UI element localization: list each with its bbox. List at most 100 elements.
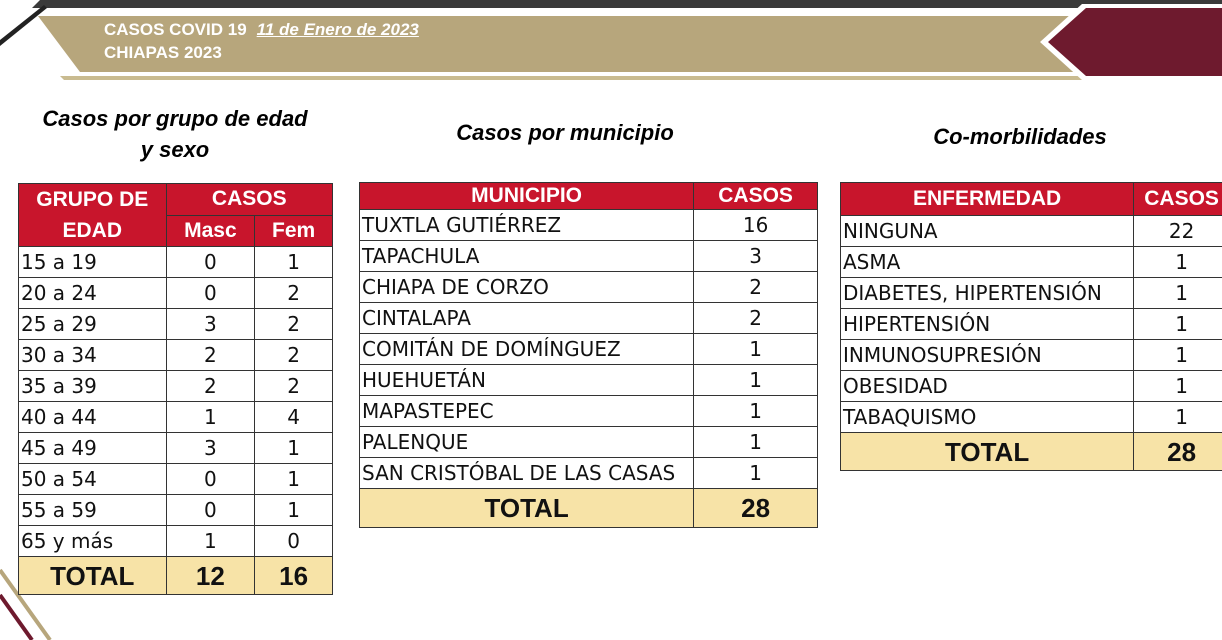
comorb-cases-header: CASOS bbox=[1133, 182, 1222, 216]
age-row-group: 20 a 24 bbox=[18, 277, 167, 309]
age-total-fem: 16 bbox=[254, 556, 333, 595]
comorb-row-name: OBESIDAD bbox=[839, 370, 1135, 402]
municipio-row: HUEHUETÁN 1 bbox=[358, 364, 818, 396]
age-row-masc: 3 bbox=[165, 432, 256, 464]
age-row: 40 a 44 1 4 bbox=[18, 401, 333, 433]
comorb-total-label: TOTAL bbox=[839, 432, 1135, 471]
municipio-row-cases: 1 bbox=[693, 426, 818, 458]
age-row-fem: 0 bbox=[254, 525, 333, 557]
age-row-masc: 0 bbox=[165, 277, 256, 309]
age-total-masc: 12 bbox=[165, 556, 256, 595]
comorb-row: INMUNOSUPRESIÓN 1 bbox=[839, 339, 1222, 371]
age-row-group: 45 a 49 bbox=[18, 432, 167, 464]
comorb-row-name: NINGUNA bbox=[839, 215, 1135, 247]
header-banner bbox=[0, 0, 1222, 80]
age-row-group: 25 a 29 bbox=[18, 308, 167, 340]
age-sex-table: GRUPO DE EDAD CASOS Masc Fem 15 a 19 0 1 20… bbox=[18, 183, 334, 595]
municipio-row-name: HUEHUETÁN bbox=[358, 364, 695, 396]
age-row: 35 a 39 2 2 bbox=[18, 370, 333, 402]
municipio-row-cases: 3 bbox=[693, 240, 818, 272]
municipio-row-name: TAPACHULA bbox=[358, 240, 695, 272]
comorb-row: NINGUNA 22 bbox=[839, 215, 1222, 247]
municipio-cases-header: CASOS bbox=[693, 182, 818, 210]
header-title: CASOS COVID 19 bbox=[104, 20, 247, 39]
municipio-row: TAPACHULA 3 bbox=[358, 240, 818, 272]
age-row-group: 40 a 44 bbox=[18, 401, 167, 433]
municipio-row-name: TUXTLA GUTIÉRREZ bbox=[358, 209, 695, 241]
age-row-group: 50 a 54 bbox=[18, 463, 167, 495]
age-row: 20 a 24 0 2 bbox=[18, 277, 333, 309]
municipio-row-name: COMITÁN DE DOMÍNGUEZ bbox=[358, 333, 695, 365]
age-row: 30 a 34 2 2 bbox=[18, 339, 333, 371]
municipio-row: CHIAPA DE CORZO 2 bbox=[358, 271, 818, 303]
municipio-table: MUNICIPIO CASOS TUXTLA GUTIÉRREZ 16 TAPACH… bbox=[358, 182, 818, 528]
age-row: 45 a 49 3 1 bbox=[18, 432, 333, 464]
age-row: 65 y más 1 0 bbox=[18, 525, 333, 557]
municipio-row-name: MAPASTEPEC bbox=[358, 395, 695, 427]
comorb-row: ASMA 1 bbox=[839, 246, 1222, 278]
comorb-row-name: DIABETES, HIPERTENSIÓN bbox=[839, 277, 1135, 309]
comorb-row-cases: 1 bbox=[1133, 339, 1222, 371]
municipio-row: COMITÁN DE DOMÍNGUEZ 1 bbox=[358, 333, 818, 365]
age-fem-header: Fem bbox=[254, 214, 333, 247]
age-row-masc: 0 bbox=[165, 463, 256, 495]
header-title-block: CASOS COVID 19 11 de Enero de 2023 CHIAPA… bbox=[104, 18, 419, 64]
comorb-row: DIABETES, HIPERTENSIÓN 1 bbox=[839, 277, 1222, 309]
municipio-row: MAPASTEPEC 1 bbox=[358, 395, 818, 427]
age-row-masc: 2 bbox=[165, 339, 256, 371]
comorb-row-name: ASMA bbox=[839, 246, 1135, 278]
municipio-row-name: CINTALAPA bbox=[358, 302, 695, 334]
comorb-row-cases: 1 bbox=[1133, 370, 1222, 402]
comorb-row-name: HIPERTENSIÓN bbox=[839, 308, 1135, 340]
municipio-row: TUXTLA GUTIÉRREZ 16 bbox=[358, 209, 818, 241]
header-date: 11 de Enero de 2023 bbox=[256, 20, 419, 39]
municipio-row-cases: 16 bbox=[693, 209, 818, 241]
age-row-masc: 1 bbox=[165, 525, 256, 557]
age-row-fem: 1 bbox=[254, 494, 333, 526]
age-section-title: Casos por grupo de edad y sexo bbox=[42, 106, 308, 162]
comorb-row-name: TABAQUISMO bbox=[839, 401, 1135, 433]
municipio-name-header: MUNICIPIO bbox=[358, 182, 695, 210]
age-row-fem: 1 bbox=[254, 246, 333, 278]
age-row-fem: 2 bbox=[254, 339, 333, 371]
age-row-masc: 3 bbox=[165, 308, 256, 340]
age-row: 25 a 29 3 2 bbox=[18, 308, 333, 340]
comorb-row-cases: 1 bbox=[1133, 401, 1222, 433]
age-row: 50 a 54 0 1 bbox=[18, 463, 333, 495]
municipio-row-cases: 1 bbox=[693, 395, 818, 427]
age-row-masc: 2 bbox=[165, 370, 256, 402]
age-row-fem: 1 bbox=[254, 463, 333, 495]
age-row-fem: 1 bbox=[254, 432, 333, 464]
comorb-row: OBESIDAD 1 bbox=[839, 370, 1222, 402]
age-total-label: TOTAL bbox=[18, 556, 167, 595]
comorb-row: HIPERTENSIÓN 1 bbox=[839, 308, 1222, 340]
municipio-total-value: 28 bbox=[693, 488, 818, 528]
municipio-row-cases: 1 bbox=[693, 457, 818, 489]
age-row-masc: 1 bbox=[165, 401, 256, 433]
municipio-section-title: Casos por municipio bbox=[456, 120, 674, 145]
comorb-row-name: INMUNOSUPRESIÓN bbox=[839, 339, 1135, 371]
municipio-row: PALENQUE 1 bbox=[358, 426, 818, 458]
age-row: 55 a 59 0 1 bbox=[18, 494, 333, 526]
comorb-row-cases: 1 bbox=[1133, 246, 1222, 278]
comorb-row-cases: 1 bbox=[1133, 308, 1222, 340]
comorb-section-title: Co-morbilidades bbox=[933, 124, 1107, 149]
municipio-row-cases: 2 bbox=[693, 271, 818, 303]
age-masc-header: Masc bbox=[165, 214, 256, 247]
comorb-row-cases: 1 bbox=[1133, 277, 1222, 309]
corner-decoration bbox=[0, 568, 52, 640]
age-row-fem: 4 bbox=[254, 401, 333, 433]
age-row-masc: 0 bbox=[165, 494, 256, 526]
age-row: 15 a 19 0 1 bbox=[18, 246, 333, 278]
municipio-row-cases: 2 bbox=[693, 302, 818, 334]
age-row-group: 15 a 19 bbox=[18, 246, 167, 278]
age-row-group: 55 a 59 bbox=[18, 494, 167, 526]
municipio-row-cases: 1 bbox=[693, 364, 818, 396]
comorb-total-value: 28 bbox=[1133, 432, 1222, 471]
header-subtitle: CHIAPAS 2023 bbox=[104, 43, 222, 62]
age-row-group: 35 a 39 bbox=[18, 370, 167, 402]
municipio-total-label: TOTAL bbox=[358, 488, 695, 528]
municipio-row-cases: 1 bbox=[693, 333, 818, 365]
comorb-row: TABAQUISMO 1 bbox=[839, 401, 1222, 433]
comorb-row-cases: 22 bbox=[1133, 215, 1222, 247]
